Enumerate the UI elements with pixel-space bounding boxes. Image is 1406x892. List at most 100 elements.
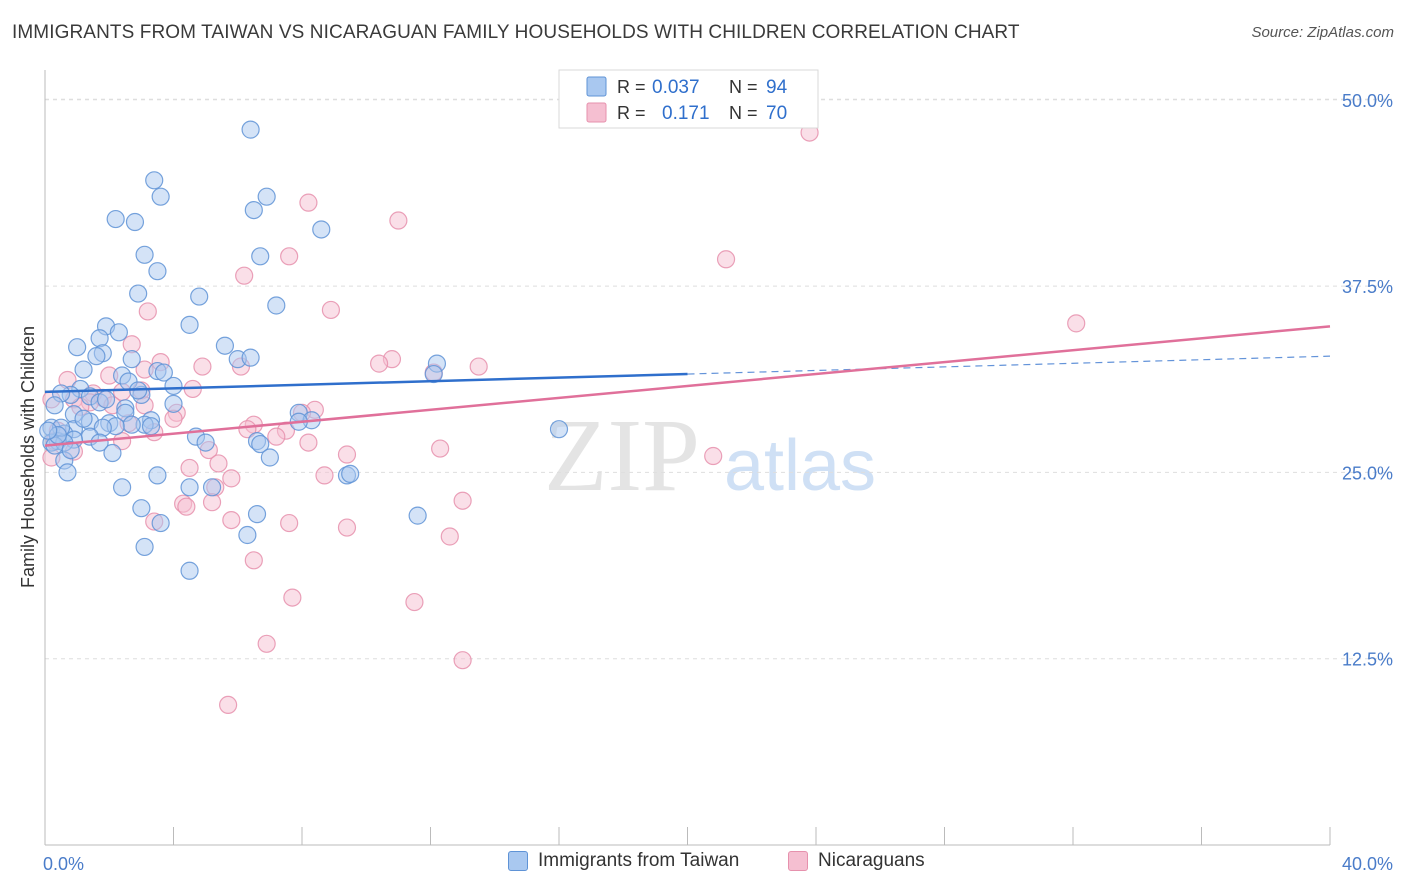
point-taiwan <box>164 394 183 413</box>
point-taiwan <box>45 396 64 415</box>
point-taiwan <box>125 212 145 232</box>
point-taiwan <box>241 120 260 139</box>
point-nicaraguans <box>235 266 254 285</box>
point-taiwan <box>106 209 125 229</box>
point-nicaraguans <box>321 300 341 320</box>
series-taiwan <box>39 120 569 580</box>
y-tick-label: 25.0% <box>1342 463 1393 483</box>
trend-line-nicaraguans <box>44 325 1331 447</box>
point-taiwan <box>251 434 270 454</box>
point-taiwan <box>251 247 270 266</box>
point-nicaraguans <box>1067 314 1086 333</box>
point-nicaraguans <box>440 527 459 546</box>
point-taiwan <box>148 262 167 281</box>
point-taiwan <box>151 513 170 533</box>
y-tick-label: 37.5% <box>1342 277 1393 297</box>
legend-n-label-nicaraguans: N = <box>729 103 758 123</box>
legend-r-value-nicaraguans: 0.171 <box>662 103 710 124</box>
point-nicaraguans <box>244 551 263 570</box>
point-nicaraguans <box>280 513 299 533</box>
point-taiwan <box>408 506 427 525</box>
point-taiwan <box>180 315 199 334</box>
point-taiwan <box>87 347 106 366</box>
point-nicaraguans <box>315 466 334 485</box>
legend-item-nicaraguans: Nicaraguans <box>788 850 925 872</box>
legend-swatch-taiwan <box>508 851 528 871</box>
point-nicaraguans <box>299 193 318 212</box>
point-nicaraguans <box>267 427 286 446</box>
legend-item-taiwan: Immigrants from Taiwan <box>508 850 739 872</box>
point-nicaraguans <box>280 247 299 266</box>
point-nicaraguans <box>209 454 228 473</box>
point-taiwan <box>122 350 141 369</box>
chart-title: IMMIGRANTS FROM TAIWAN VS NICARAGUAN FAM… <box>12 22 1020 43</box>
point-taiwan <box>90 329 109 348</box>
point-taiwan <box>141 417 161 436</box>
y-axis-label: Family Households with Children <box>18 326 38 588</box>
point-taiwan <box>260 448 279 467</box>
watermark-atlas: atlas <box>724 426 876 506</box>
point-taiwan <box>549 420 569 439</box>
point-nicaraguans <box>704 446 723 466</box>
legend-n-label-taiwan: N = <box>729 77 758 97</box>
point-taiwan <box>215 336 234 355</box>
point-taiwan <box>74 409 93 428</box>
point-taiwan <box>148 466 167 485</box>
point-taiwan <box>424 364 443 384</box>
point-taiwan <box>68 338 87 357</box>
point-nicaraguans <box>469 357 488 376</box>
zipatlas-watermark: ZIP atlas <box>544 398 876 513</box>
bottom-legend: Immigrants from Taiwan Nicaraguans <box>0 850 1406 880</box>
legend-swatch-taiwan <box>586 76 607 97</box>
point-nicaraguans <box>222 510 241 530</box>
legend-label-taiwan: Immigrants from Taiwan <box>538 850 740 871</box>
x-tick-label: 0.0% <box>43 854 84 874</box>
point-taiwan <box>132 499 151 518</box>
point-taiwan <box>90 433 109 452</box>
legend-n-value-nicaraguans: 70 <box>766 103 787 124</box>
legend-r-label-taiwan: R = <box>617 77 646 97</box>
point-nicaraguans <box>299 433 318 452</box>
x-tick-label: 40.0% <box>1342 854 1393 874</box>
legend-r-label-nicaraguans: R = <box>617 103 646 123</box>
point-nicaraguans <box>337 445 357 464</box>
point-taiwan <box>129 284 148 303</box>
point-taiwan <box>154 363 173 382</box>
point-taiwan <box>145 171 164 190</box>
legend-r-value-taiwan: 0.037 <box>652 77 700 98</box>
point-nicaraguans <box>453 651 472 670</box>
legend-label-nicaraguans: Nicaraguans <box>818 850 925 871</box>
point-nicaraguans <box>283 588 302 607</box>
point-nicaraguans <box>337 518 357 537</box>
point-taiwan <box>74 360 93 379</box>
point-nicaraguans <box>716 250 736 269</box>
point-taiwan <box>180 561 199 580</box>
point-taiwan <box>135 537 154 557</box>
point-taiwan <box>190 287 209 306</box>
point-taiwan <box>241 348 260 367</box>
point-taiwan <box>180 478 199 497</box>
point-nicaraguans <box>405 592 424 612</box>
point-taiwan <box>109 323 128 342</box>
stats-legend: R = 0.037 N = 94 R = 0.171 N = 70 <box>558 69 819 129</box>
point-taiwan <box>96 390 116 409</box>
source-label: Source: ZipAtlas.com <box>1251 24 1394 41</box>
point-taiwan <box>341 464 360 483</box>
point-taiwan <box>247 505 267 524</box>
point-taiwan <box>267 296 286 315</box>
watermark-zip: ZIP <box>544 398 700 513</box>
point-nicaraguans <box>219 695 238 715</box>
point-taiwan <box>312 220 331 239</box>
point-nicaraguans <box>257 634 276 653</box>
point-taiwan <box>196 433 215 452</box>
point-taiwan <box>202 478 222 497</box>
point-taiwan <box>61 440 80 460</box>
legend-n-value-taiwan: 94 <box>766 77 788 98</box>
point-taiwan <box>257 187 276 206</box>
point-taiwan <box>39 421 58 440</box>
point-nicaraguans <box>453 491 472 510</box>
point-nicaraguans <box>193 357 212 376</box>
legend-swatch-nicaraguans <box>788 851 808 871</box>
y-tick-label: 12.5% <box>1342 650 1393 670</box>
